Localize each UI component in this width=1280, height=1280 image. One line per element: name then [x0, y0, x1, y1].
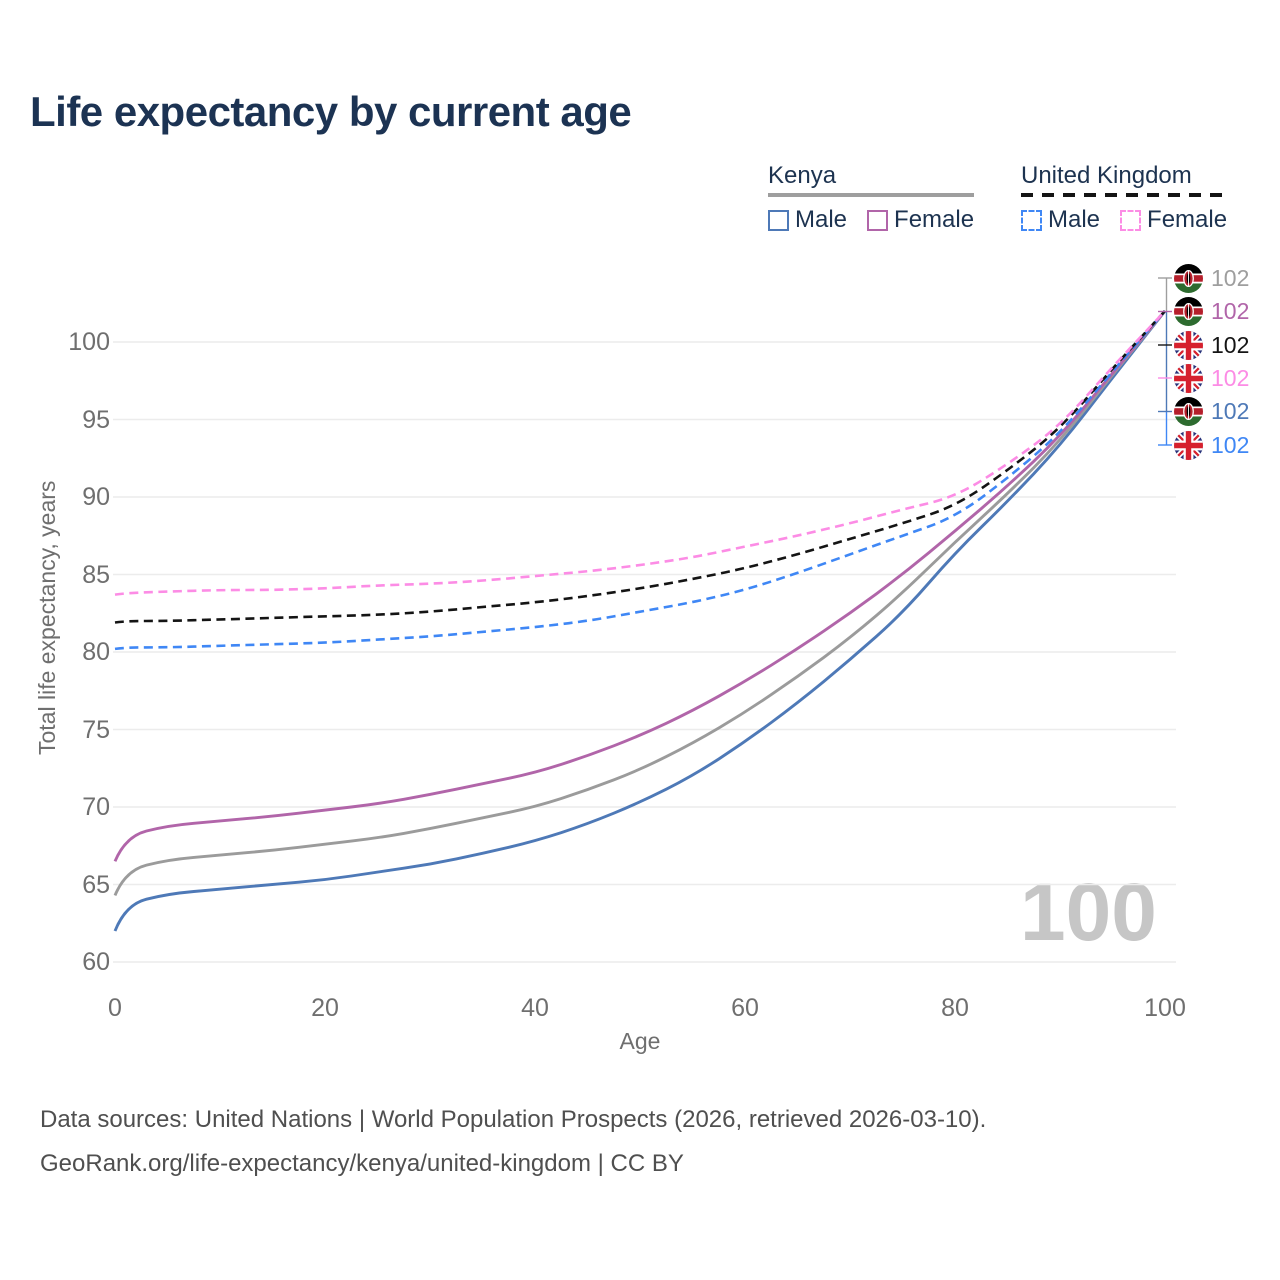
uk-flag-icon	[1174, 330, 1203, 360]
legend-item-uk-male[interactable]: Male	[1021, 206, 1100, 234]
x-tick-label: 20	[311, 994, 339, 1022]
legend-group-united-kingdom: United Kingdom Male Female	[1021, 162, 1228, 234]
y-tick-label: 100	[68, 328, 110, 356]
end-value-text: 102	[1211, 431, 1250, 458]
x-tick-label: 40	[521, 994, 549, 1022]
end-value-text: 102	[1211, 364, 1250, 391]
y-tick-label: 90	[82, 483, 110, 511]
end-value-text: 102	[1211, 264, 1250, 291]
end-value-label-united-kingdom-male: 102	[1174, 430, 1249, 460]
y-tick-label: 85	[82, 560, 110, 589]
series-line-united-kingdom-female	[114, 310, 1166, 596]
y-tick-label: 95	[82, 405, 110, 434]
series-line-kenya-both-sexes	[113, 310, 1167, 896]
x-tick-label: 100	[1144, 994, 1186, 1022]
legend-item-uk-female[interactable]: Female	[1120, 206, 1227, 234]
footer: Data sources: United Nations | World Pop…	[40, 1106, 986, 1194]
legend-underline-united-kingdom	[1021, 193, 1228, 197]
x-tick-label: 80	[941, 994, 969, 1022]
kenya-female-swatch-icon	[867, 209, 889, 231]
y-tick-label: 75	[82, 715, 110, 744]
y-tick-label: 70	[82, 793, 110, 821]
uk-female-swatch-icon	[1120, 209, 1142, 231]
end-value-label-united-kingdom-female: 102	[1174, 363, 1249, 393]
footer-attribution-line: GeoRank.org/life-expectancy/kenya/united…	[40, 1150, 684, 1177]
uk-flag-icon	[1174, 430, 1203, 460]
kenya-flag-icon	[1174, 263, 1203, 293]
end-value-text: 102	[1211, 398, 1250, 424]
end-value-text: 102	[1211, 331, 1250, 358]
legend-items-united-kingdom: Male Female	[1021, 206, 1227, 234]
chart-title: Life expectancy by current age	[30, 88, 632, 135]
uk-flag-icon	[1174, 363, 1203, 393]
end-value-label-united-kingdom-both-sexes: 102	[1174, 330, 1249, 360]
legend-item-kenya-female-label: Female	[894, 206, 975, 233]
series-line-kenya-male	[113, 310, 1167, 932]
x-tick-label: 60	[731, 994, 759, 1022]
x-axis-title: Age	[619, 1028, 661, 1054]
legend-item-uk-female-label: Female	[1147, 206, 1228, 233]
uk-male-swatch-icon	[1021, 209, 1042, 231]
legend-group-kenya: Kenya Male Female	[768, 162, 975, 234]
kenya-flag-icon	[1174, 297, 1203, 326]
series-line-united-kingdom-both-sexes	[114, 310, 1166, 624]
x-tick-label: 0	[108, 994, 122, 1022]
end-value-label-kenya-female: 102	[1174, 297, 1249, 327]
legend-header-kenya: Kenya	[768, 162, 975, 197]
y-tick-label: 65	[82, 870, 110, 899]
legend-item-kenya-female[interactable]: Female	[867, 206, 974, 234]
legend-header-united-kingdom: United Kingdom	[1021, 162, 1228, 197]
legend-item-kenya-male[interactable]: Male	[768, 206, 847, 234]
end-value-text: 102	[1211, 298, 1250, 324]
kenya-flag-icon	[1174, 397, 1203, 426]
legend-underline-kenya	[768, 193, 975, 197]
series-line-kenya-female	[113, 310, 1167, 862]
y-tick-label: 80	[82, 638, 110, 666]
series-line-united-kingdom-male	[114, 310, 1166, 651]
legend-header-united-kingdom-label: United Kingdom	[1021, 162, 1192, 189]
legend-header-kenya-label: Kenya	[768, 162, 837, 189]
footer-source-line: Data sources: United Nations | World Pop…	[40, 1106, 987, 1133]
legend-item-kenya-male-label: Male	[795, 206, 848, 233]
legend-items-kenya: Male Female	[768, 206, 974, 234]
end-value-label-kenya-both-sexes: 102	[1174, 263, 1249, 293]
kenya-male-swatch-icon	[768, 209, 789, 231]
y-tick-label: 60	[82, 948, 110, 976]
end-value-label-kenya-male: 102	[1174, 397, 1249, 427]
legend-item-uk-male-label: Male	[1048, 206, 1101, 233]
